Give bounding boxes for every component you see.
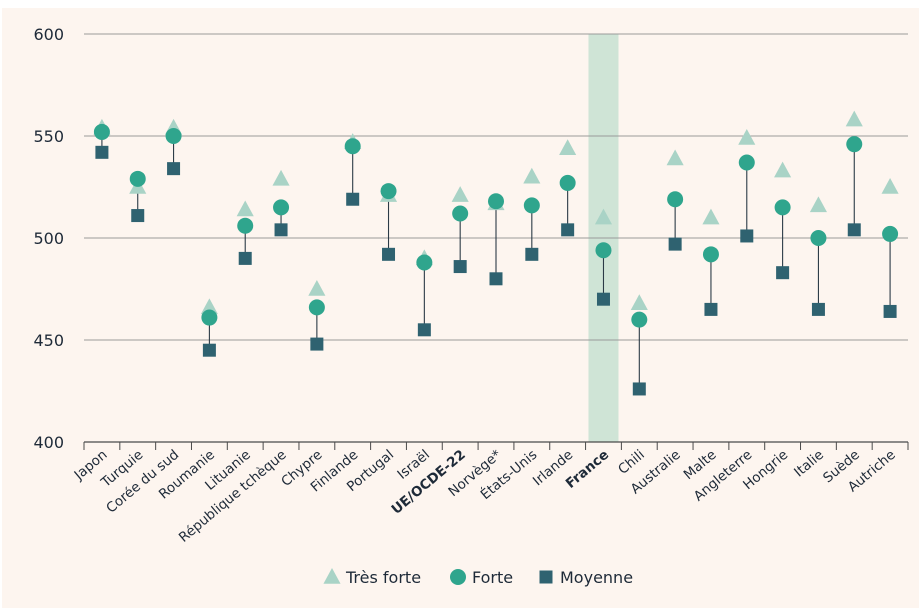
forte-point [308,299,325,316]
forte-point [273,199,290,216]
forte-point [452,205,469,222]
forte-point [667,191,684,208]
forte-point [237,217,254,234]
tres-forte-point [523,167,541,184]
moyenne-point [668,237,682,251]
tres-forte-point [845,110,863,127]
y-tick-label: 450 [33,331,64,350]
moyenne-point [346,192,360,206]
moyenne-point [95,145,109,159]
moyenne-point [238,251,252,265]
tres-forte-point [702,208,720,225]
legend: Très forte Forte Moyenne [323,568,633,587]
tres-forte-point [594,208,613,225]
moyenne-point [489,272,503,286]
moyenne-point [596,292,610,306]
moyenne-point [202,343,216,357]
forte-point [774,199,791,216]
forte-point [738,154,755,171]
forte-point [702,246,719,263]
forte-point [165,128,182,144]
chart-panel: 400 450 500 550 600 Japon Turquie Corée du sud R… [2,8,919,608]
moyenne-point [847,223,861,237]
tres-forte-point [451,186,469,202]
tres-forte-point [272,169,290,186]
tres-forte-point [308,280,326,296]
tres-forte-point [774,161,792,178]
forte-point [380,183,397,200]
forte-point [129,170,146,187]
tres-forte-point [559,139,577,155]
legend-triangle-icon [323,568,341,584]
forte-point [810,230,827,246]
tres-forte-point [666,149,684,166]
tres-forte-point [236,200,254,217]
moyenne-point [453,260,467,274]
y-tick-label: 550 [33,127,64,146]
legend-label: Forte [472,568,513,587]
forte-point [416,254,433,271]
y-tick-label: 600 [33,25,64,44]
moyenne-point [740,229,754,243]
forte-point [631,311,648,328]
moyenne-point [131,209,145,223]
forte-point [882,225,899,242]
moyenne-point [704,302,718,316]
forte-point [595,242,612,259]
moyenne-point [561,223,575,237]
moyenne-point [417,323,431,337]
forte-point [559,174,576,191]
forte-point [201,309,218,326]
moyenne-point [883,304,897,318]
moyenne-point [525,247,539,261]
moyenne-point [382,247,396,261]
tres-forte-point [809,196,827,213]
y-tick-label: 400 [33,433,64,452]
forte-point [93,123,110,140]
moyenne-point [310,337,324,351]
forte-point [488,193,504,210]
tres-forte-point [738,129,756,145]
moyenne-point [274,223,288,237]
y-tick-label: 500 [33,229,64,248]
moyenne-point [632,382,646,396]
forte-point [523,197,540,214]
tres-forte-point [630,294,648,311]
forte-point [344,138,361,155]
tres-forte-point [881,178,899,194]
legend-label: Moyenne [560,568,633,587]
moyenne-point [776,266,790,280]
legend-label: Très forte [345,568,421,587]
forte-point [846,136,863,153]
moyenne-point [167,162,181,176]
legend-square-icon [539,570,553,584]
tres-forte-point [200,298,218,315]
legend-circle-icon [450,569,466,585]
moyenne-point [811,302,825,316]
